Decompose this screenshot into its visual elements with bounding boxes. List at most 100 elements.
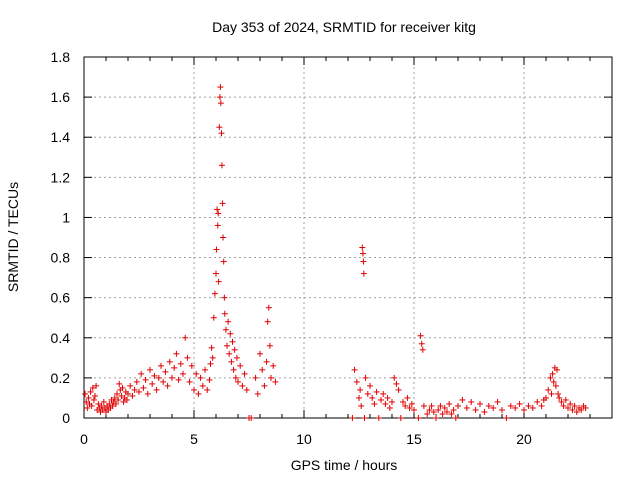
data-point bbox=[224, 342, 230, 349]
data-point bbox=[208, 344, 215, 351]
data-point bbox=[521, 406, 527, 413]
data-point bbox=[351, 366, 358, 373]
y-tick-label: 0.2 bbox=[51, 370, 71, 386]
data-point bbox=[369, 394, 376, 401]
data-point bbox=[382, 400, 389, 407]
data-point bbox=[503, 415, 510, 421]
data-point bbox=[127, 382, 134, 389]
data-point bbox=[268, 374, 274, 381]
data-point bbox=[180, 370, 186, 377]
data-point bbox=[375, 415, 382, 421]
y-tick-label: 1.2 bbox=[51, 169, 71, 185]
data-point bbox=[218, 130, 225, 137]
data-point bbox=[188, 362, 195, 369]
data-point bbox=[215, 278, 222, 285]
data-point bbox=[494, 398, 501, 405]
data-point bbox=[550, 378, 557, 385]
data-point bbox=[556, 394, 563, 401]
data-point bbox=[133, 378, 140, 385]
data-point bbox=[220, 258, 227, 265]
data-point bbox=[169, 374, 175, 381]
data-point bbox=[259, 366, 266, 373]
data-point bbox=[481, 408, 488, 415]
chart-title: Day 353 of 2024, SRMTID for receiver kit… bbox=[212, 19, 476, 35]
data-point bbox=[571, 402, 578, 409]
data-point bbox=[415, 415, 422, 421]
data-point bbox=[558, 398, 565, 405]
data-point bbox=[160, 378, 167, 385]
data-point bbox=[129, 392, 136, 399]
data-point bbox=[402, 402, 409, 409]
data-point bbox=[362, 374, 369, 381]
data-point bbox=[560, 402, 567, 409]
data-point bbox=[357, 386, 364, 393]
data-point bbox=[214, 206, 221, 213]
data-point bbox=[420, 402, 427, 409]
data-point bbox=[213, 246, 220, 253]
data-point bbox=[158, 362, 164, 369]
x-tick-label: 10 bbox=[296, 431, 312, 447]
data-point bbox=[468, 398, 475, 405]
data-point bbox=[395, 386, 402, 393]
data-point bbox=[82, 390, 89, 397]
data-point bbox=[191, 386, 197, 393]
data-point bbox=[367, 382, 373, 389]
data-point bbox=[85, 394, 92, 401]
data-point bbox=[186, 378, 193, 385]
data-point bbox=[361, 415, 368, 421]
data-point bbox=[211, 290, 218, 297]
data-point bbox=[206, 376, 213, 383]
data-point bbox=[88, 402, 95, 409]
data-point bbox=[490, 404, 497, 411]
data-point bbox=[582, 404, 589, 411]
data-point bbox=[549, 370, 556, 377]
data-point bbox=[417, 332, 424, 339]
data-point bbox=[209, 354, 216, 361]
data-point bbox=[221, 294, 228, 301]
x-tick-label: 20 bbox=[516, 431, 532, 447]
data-point bbox=[499, 406, 505, 413]
data-point bbox=[147, 366, 153, 373]
data-point bbox=[257, 350, 263, 357]
data-point bbox=[100, 398, 107, 405]
data-point bbox=[197, 374, 204, 381]
data-point bbox=[477, 400, 483, 407]
data-point bbox=[552, 382, 559, 389]
data-point bbox=[378, 396, 384, 403]
data-point bbox=[397, 415, 404, 421]
data-point bbox=[424, 410, 431, 417]
data-point bbox=[525, 402, 532, 409]
data-point bbox=[120, 398, 127, 405]
data-point bbox=[193, 370, 200, 377]
data-point bbox=[173, 350, 180, 357]
data-point bbox=[380, 390, 387, 397]
data-point bbox=[444, 408, 450, 415]
data-point bbox=[360, 270, 367, 277]
data-point bbox=[408, 400, 415, 407]
data-point bbox=[151, 372, 158, 379]
data-point bbox=[199, 382, 206, 389]
data-point bbox=[441, 404, 448, 411]
x-tick-label: 5 bbox=[190, 431, 198, 447]
data-point bbox=[83, 398, 90, 405]
data-point bbox=[233, 354, 240, 361]
data-point bbox=[222, 326, 229, 333]
data-point bbox=[418, 340, 425, 347]
x-tick-label: 0 bbox=[80, 431, 88, 447]
data-point bbox=[349, 415, 356, 421]
data-point bbox=[118, 392, 125, 399]
data-point bbox=[149, 380, 156, 387]
data-point bbox=[228, 358, 235, 365]
y-tick-label: 0.6 bbox=[51, 290, 71, 306]
data-point bbox=[389, 398, 395, 405]
x-tick-label: 15 bbox=[406, 431, 422, 447]
data-point bbox=[131, 386, 138, 393]
data-point bbox=[404, 394, 411, 401]
data-point bbox=[446, 400, 453, 407]
y-tick-label: 1 bbox=[62, 209, 70, 225]
data-point bbox=[578, 406, 585, 413]
y-tick-label: 1.6 bbox=[51, 89, 71, 105]
data-point bbox=[243, 386, 250, 393]
data-point bbox=[239, 382, 246, 389]
